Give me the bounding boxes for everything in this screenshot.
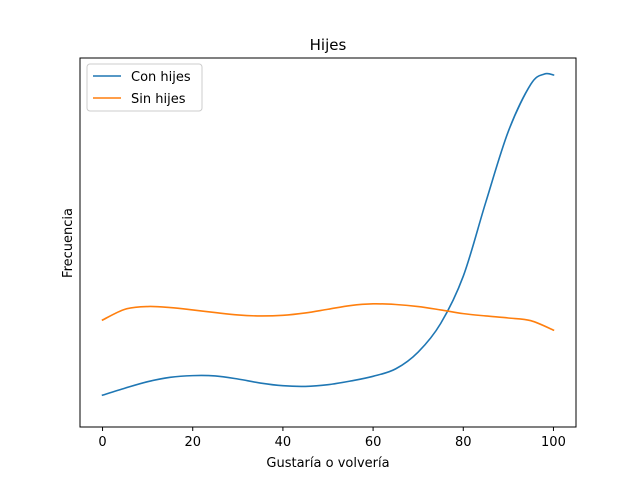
- legend: Con hijes Sin hijes: [86, 63, 203, 112]
- y-axis-label: Frecuencia: [61, 208, 76, 278]
- x-tick-label: 20: [184, 435, 201, 450]
- axes-frame: [79, 57, 577, 428]
- x-axis-ticks: 0 20 40 60 80 100: [98, 427, 566, 450]
- x-tick-label: 0: [98, 435, 106, 450]
- series-line-sin-hijes: [101, 302, 555, 332]
- legend-label: Con hijes: [131, 70, 191, 85]
- chart-title: Hijes: [310, 36, 347, 54]
- x-tick-label: 60: [365, 435, 382, 450]
- legend-label: Sin hijes: [131, 92, 186, 107]
- x-tick-label: 80: [455, 435, 472, 450]
- x-tick-label: 100: [541, 435, 566, 450]
- series-layer: [101, 72, 555, 397]
- series-line-con-hijes: [101, 72, 555, 397]
- x-tick-label: 40: [275, 435, 292, 450]
- x-axis-label: Gustaría o volvería: [266, 456, 389, 471]
